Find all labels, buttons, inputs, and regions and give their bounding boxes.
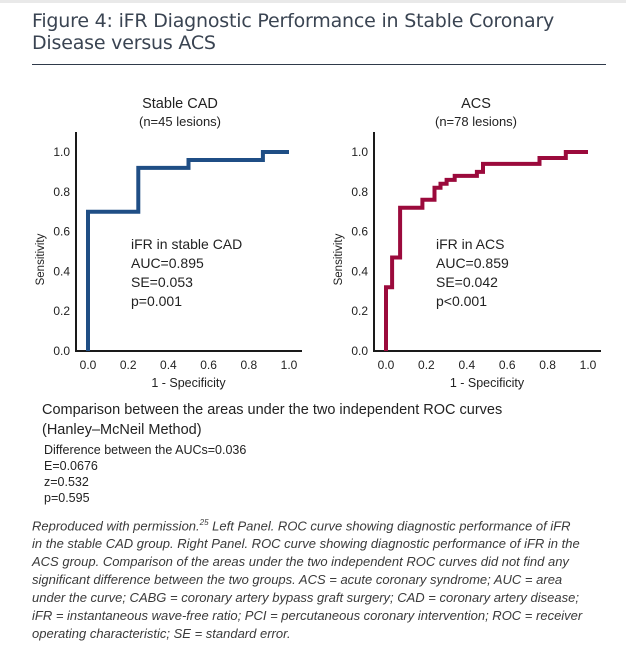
comparison-stats: Difference between the AUCs=0.036 E=0.06… xyxy=(44,442,246,506)
y-tick-label: 0.4 xyxy=(351,264,368,278)
chart-subtitle: (n=45 lesions) xyxy=(139,114,221,129)
x-axis-label: 1 - Specificity xyxy=(151,376,226,390)
roc-charts: Stable CAD (n=45 lesions) 0.0 0.2 0.4 0.6 0.8 1… xyxy=(35,96,601,390)
annotation-line: AUC=0.859 xyxy=(436,255,509,271)
y-tick-label: 0.4 xyxy=(53,264,70,278)
comparison-heading: Comparison between the areas under the t… xyxy=(42,400,502,440)
chart-subtitle: (n=78 lesions) xyxy=(435,114,517,129)
caption-text: Reproduced with permission. xyxy=(32,518,200,534)
chart-stable-cad: Stable CAD (n=45 lesions) 0.0 0.2 0.4 0.6 0.8 1… xyxy=(35,96,302,390)
chart-title: ACS xyxy=(461,96,491,112)
y-tick-label: 0.0 xyxy=(53,344,70,358)
chart-title: Stable CAD xyxy=(142,96,218,112)
annotation-line: SE=0.053 xyxy=(131,274,193,290)
stat-p: p=0.595 xyxy=(44,491,90,505)
x-tick-label: 0.6 xyxy=(499,358,516,372)
figure-caption: Reproduced with permission.25 Left Panel… xyxy=(32,514,617,643)
x-tick-label: 1.0 xyxy=(580,358,597,372)
x-tick-label: 1.0 xyxy=(281,358,298,372)
caption-line-4: significant difference between the two g… xyxy=(32,572,563,588)
x-tick-label: 0.2 xyxy=(418,358,435,372)
y-tick-label: 0.6 xyxy=(53,225,70,239)
y-tick-label: 0.8 xyxy=(53,185,70,199)
annotation-line: iFR in stable CAD xyxy=(131,236,242,252)
comparison-heading-line-2: (Hanley–McNeil Method) xyxy=(42,422,202,438)
y-tick-label: 0.6 xyxy=(351,225,368,239)
x-tick-label: 0.8 xyxy=(539,358,556,372)
caption-line-1: Reproduced with permission.25 Left Panel… xyxy=(32,514,617,535)
reference-superscript: 25 xyxy=(199,518,209,527)
caption-text: Left Panel. ROC curve showing diagnostic… xyxy=(208,518,571,534)
y-tick-label: 1.0 xyxy=(351,145,368,159)
x-tick-label: 0.2 xyxy=(120,358,137,372)
chart-acs: ACS (n=78 lesions) 0.0 0.2 0.4 0.6 0.8 1.0 0.0 0.… xyxy=(333,96,601,390)
x-tick-label: 0.4 xyxy=(160,358,177,372)
caption-line-7: operating characteristic; SE = standard … xyxy=(32,626,291,642)
caption-line-6: iFR = instantaneous wave-free ratio; PCI… xyxy=(32,608,583,624)
top-band xyxy=(0,0,626,3)
stat-z: z=0.532 xyxy=(44,475,89,489)
y-tick-label: 0.2 xyxy=(53,304,70,318)
figure-title-line-1: Figure 4: iFR Diagnostic Performance in … xyxy=(32,10,555,32)
annotation-line: AUC=0.895 xyxy=(131,255,204,271)
caption-line-3: ACS group. Comparison of the areas under… xyxy=(32,554,569,570)
stat-e: E=0.0676 xyxy=(44,459,98,473)
comparison-heading-line-1: Comparison between the areas under the t… xyxy=(42,402,503,418)
roc-curve-acs xyxy=(384,150,588,351)
x-axis-label: 1 - Specificity xyxy=(450,376,525,390)
stat-auc-difference: Difference between the AUCs=0.036 xyxy=(44,443,247,457)
caption-line-5: under the curve; CABG = coronary artery … xyxy=(32,590,579,606)
y-tick-label: 1.0 xyxy=(53,145,70,159)
y-tick-label: 0.0 xyxy=(351,344,368,358)
annotation-line: p<0.001 xyxy=(436,293,487,309)
x-tick-label: 0.8 xyxy=(240,358,257,372)
x-tick-label: 0.0 xyxy=(378,358,395,372)
caption-line-2: in the stable CAD group. Right Panel. RO… xyxy=(32,536,580,552)
annotation-line: iFR in ACS xyxy=(436,236,504,252)
x-tick-label: 0.0 xyxy=(80,358,97,372)
y-tick-label: 0.2 xyxy=(351,304,368,318)
y-tick-label: 0.8 xyxy=(351,185,368,199)
title-divider xyxy=(32,64,606,65)
x-tick-label: 0.4 xyxy=(458,358,475,372)
annotation-line: p=0.001 xyxy=(131,293,182,309)
figure-title: Figure 4: iFR Diagnostic Performance in … xyxy=(32,10,612,54)
y-axis-label: Sensitivity xyxy=(35,233,47,285)
x-tick-label: 0.6 xyxy=(200,358,217,372)
figure-title-line-2: Disease versus ACS xyxy=(32,32,216,54)
y-axis-label: Sensitivity xyxy=(333,233,345,285)
roc-curve-stable-cad xyxy=(86,150,289,351)
annotation-line: SE=0.042 xyxy=(436,274,498,290)
